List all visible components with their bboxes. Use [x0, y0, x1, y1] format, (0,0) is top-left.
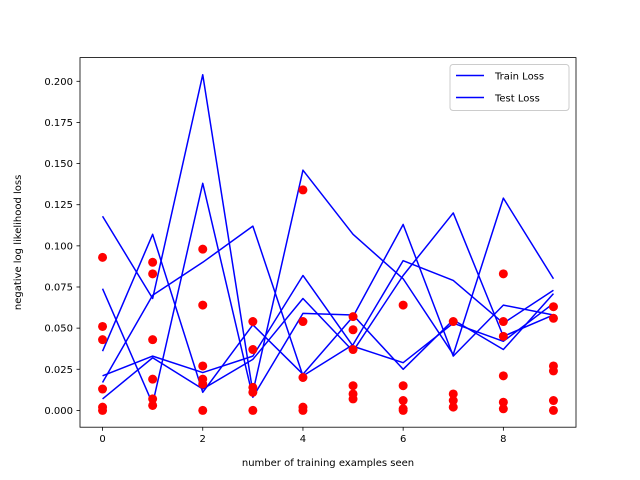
y-tick-label: 0.175 — [44, 118, 73, 129]
x-tick-label: 0 — [99, 434, 105, 445]
data-point — [148, 374, 158, 384]
data-point — [98, 321, 108, 331]
x-tick-label: 2 — [200, 434, 206, 445]
data-point — [498, 269, 508, 279]
y-tick-label: 0.125 — [44, 200, 73, 211]
data-point — [98, 335, 108, 345]
y-tick-label: 0.000 — [44, 406, 73, 417]
data-point — [98, 405, 108, 415]
data-point — [548, 405, 558, 415]
data-point — [248, 405, 258, 415]
data-point — [398, 300, 408, 310]
data-point — [248, 387, 258, 397]
series-line-2 — [101, 223, 554, 394]
series-line-3 — [101, 225, 554, 383]
data-point — [198, 405, 208, 415]
data-point — [448, 396, 458, 406]
x-axis-ticks: 0 2 4 6 8 — [99, 427, 507, 445]
x-tick-label: 8 — [500, 434, 506, 445]
data-point — [348, 325, 358, 335]
legend: Train Loss Test Loss — [449, 64, 570, 111]
data-point — [498, 404, 508, 414]
data-point — [498, 397, 508, 407]
y-tick-label: 0.150 — [44, 159, 73, 170]
y-axis-label: negative log likelihood loss — [13, 175, 24, 310]
data-point — [498, 317, 508, 327]
data-point — [398, 396, 408, 406]
series-line-4 — [102, 212, 554, 400]
data-point — [148, 269, 158, 279]
y-axis-ticks: 0.000 0.025 0.050 0.075 0.100 0.125 0.150 0.175… — [44, 77, 80, 417]
data-point — [298, 373, 308, 382]
y-tick-label: 0.050 — [44, 324, 73, 335]
data-point — [298, 317, 308, 327]
data-point — [348, 345, 358, 355]
series-line-5 — [102, 274, 554, 377]
y-tick-label: 0.075 — [44, 282, 73, 293]
data-point — [198, 361, 208, 371]
data-point — [98, 252, 108, 262]
series-lines — [101, 73, 555, 405]
data-point — [298, 185, 308, 195]
data-point — [348, 312, 358, 322]
data-point — [248, 317, 258, 327]
data-point — [448, 402, 458, 412]
data-point — [498, 371, 508, 381]
data-point — [298, 405, 308, 415]
data-point — [448, 389, 458, 399]
data-point — [348, 394, 358, 404]
x-axis-label: number of training examples seen — [242, 458, 414, 469]
data-point — [548, 366, 558, 376]
y-tick-label: 0.100 — [44, 241, 73, 252]
data-point — [98, 384, 108, 394]
y-tick-label: 0.200 — [44, 77, 73, 88]
series-line-1 — [101, 182, 555, 405]
y-tick-label: 0.025 — [44, 365, 73, 376]
data-point — [198, 300, 208, 310]
data-point — [148, 257, 158, 267]
data-point — [198, 379, 208, 389]
data-point — [148, 335, 158, 345]
data-point — [148, 394, 158, 404]
data-point — [548, 396, 558, 406]
data-point — [548, 302, 558, 312]
data-point — [398, 405, 408, 415]
x-tick-label: 4 — [300, 434, 306, 445]
data-point — [248, 345, 258, 355]
plot-area — [98, 73, 558, 415]
data-point — [348, 381, 358, 391]
axes-frame — [79, 57, 577, 428]
data-point — [498, 331, 508, 341]
legend-train-label: Train Loss — [494, 72, 544, 83]
data-points — [98, 185, 558, 415]
data-point — [148, 400, 158, 410]
data-point — [548, 313, 558, 323]
legend-test-label: Test Loss — [494, 94, 540, 105]
data-point — [448, 317, 458, 327]
data-point — [398, 381, 408, 391]
data-point — [198, 244, 208, 254]
x-tick-label: 6 — [400, 434, 406, 445]
